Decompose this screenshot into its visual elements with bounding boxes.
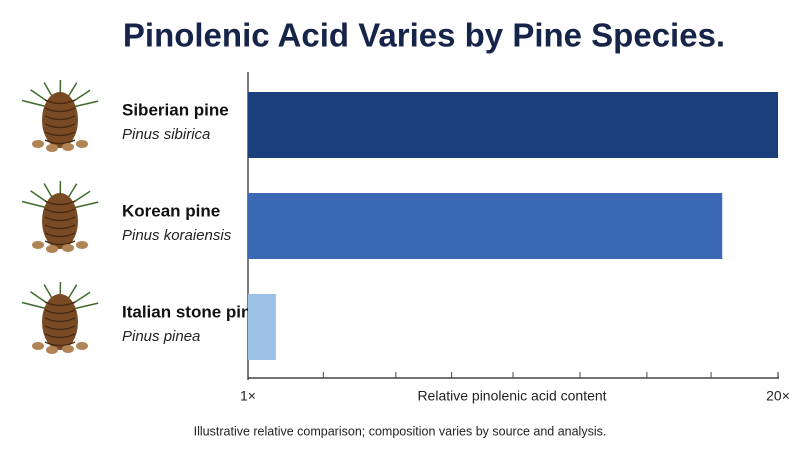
pinecone-icon xyxy=(21,281,99,354)
pine-nut xyxy=(46,245,58,253)
category-label: Italian stone pine xyxy=(122,302,261,321)
cone-scale xyxy=(44,115,76,121)
bar xyxy=(248,294,276,360)
pine-nut xyxy=(32,342,44,350)
cone-scale xyxy=(44,139,76,145)
cone-scale xyxy=(44,317,76,323)
pine-nut xyxy=(32,140,44,148)
species-label: Pinus sibirica xyxy=(122,126,210,143)
pinecone-icon xyxy=(21,79,99,152)
pine-nut xyxy=(46,346,58,354)
cone-scale xyxy=(44,131,76,137)
pine-nut xyxy=(62,345,74,353)
cone-scale xyxy=(44,341,76,347)
pine-nut xyxy=(46,144,58,152)
category-label: Siberian pine xyxy=(122,100,229,119)
pine-nut xyxy=(76,241,88,249)
pine-nut xyxy=(76,342,88,350)
pine-nut xyxy=(32,241,44,249)
cone-scale xyxy=(44,333,76,339)
species-label: Pinus pinea xyxy=(122,328,200,345)
cone-scale xyxy=(44,123,76,129)
pine-nut xyxy=(62,244,74,252)
cone-scale xyxy=(44,107,76,113)
cone-scale xyxy=(44,232,76,238)
pine-nut xyxy=(62,143,74,151)
x-tick-label: 20× xyxy=(766,388,790,404)
cone-scale xyxy=(44,224,76,230)
cone-scale xyxy=(44,200,76,206)
chart-title: Pinolenic Acid Varies by Pine Species. xyxy=(123,17,725,54)
cone-scale xyxy=(44,325,76,331)
cone-scale xyxy=(44,99,76,105)
pine-nut xyxy=(76,140,88,148)
cone-scale xyxy=(44,240,76,246)
x-axis-title: Relative pinolenic acid content xyxy=(417,388,606,404)
x-tick-label: 1× xyxy=(240,388,256,404)
cone-scale xyxy=(44,309,76,315)
cone-scale xyxy=(44,216,76,222)
cone-scale xyxy=(44,208,76,214)
bar xyxy=(248,193,723,259)
bar xyxy=(248,92,778,158)
footnote: Illustrative relative comparison; compos… xyxy=(194,424,607,438)
cone-scale xyxy=(44,301,76,307)
pinecone-icon xyxy=(21,180,99,253)
species-label: Pinus koraiensis xyxy=(122,227,232,244)
category-label: Korean pine xyxy=(122,201,220,220)
